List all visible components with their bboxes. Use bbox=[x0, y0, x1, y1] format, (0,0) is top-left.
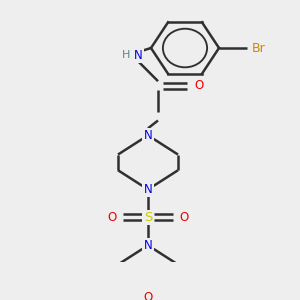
Text: O: O bbox=[179, 211, 189, 224]
Text: N: N bbox=[144, 183, 152, 196]
Text: Br: Br bbox=[252, 41, 266, 55]
Text: N: N bbox=[144, 129, 152, 142]
Text: O: O bbox=[194, 79, 204, 92]
Text: S: S bbox=[144, 211, 152, 224]
Text: O: O bbox=[143, 291, 153, 300]
Text: H: H bbox=[122, 50, 130, 60]
Text: O: O bbox=[107, 211, 117, 224]
Text: N: N bbox=[144, 239, 152, 252]
Text: N: N bbox=[134, 49, 142, 62]
